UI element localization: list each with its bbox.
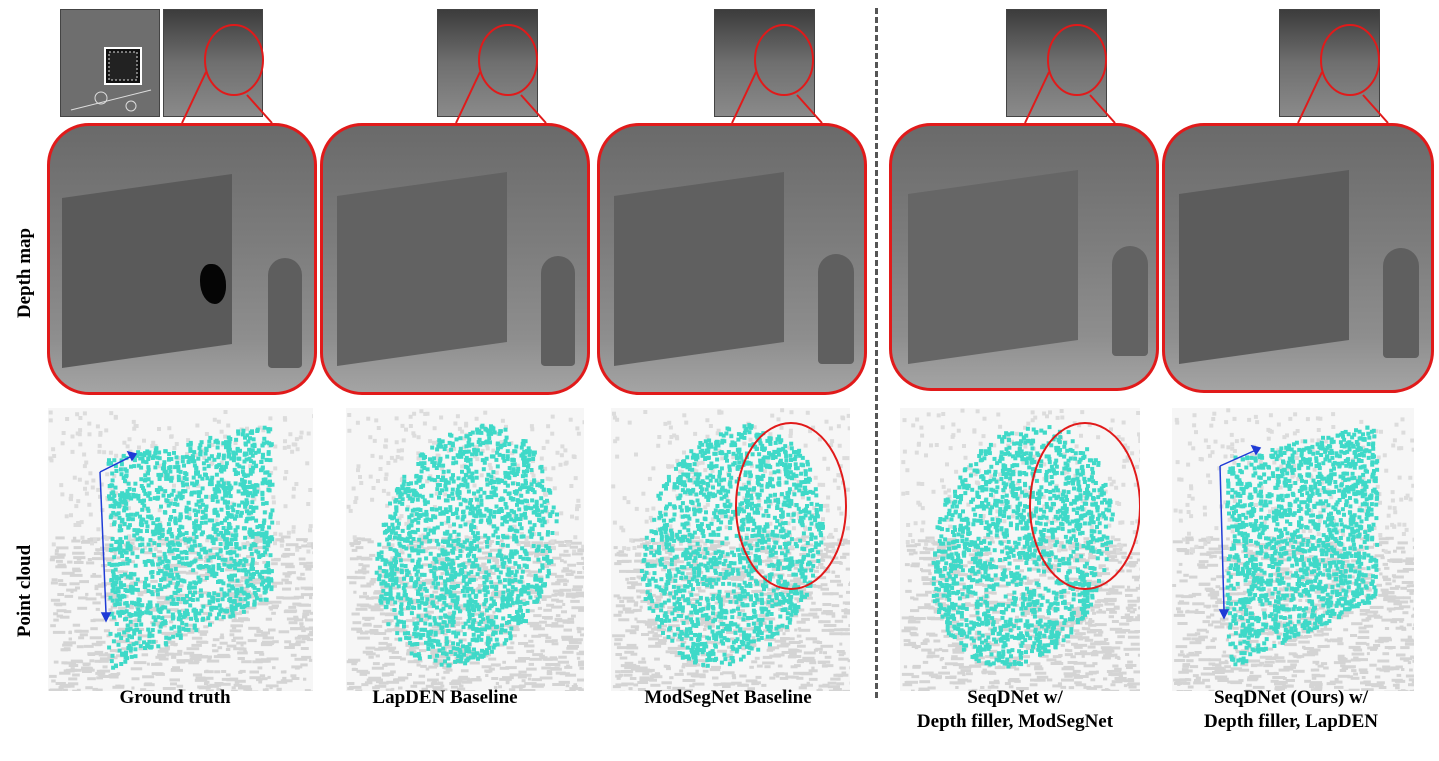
row-label-point-cloud: Point cloud (14, 544, 35, 638)
depth-zoom-lapden (320, 123, 590, 395)
axis-arrows-seqdnet-lap (1218, 444, 1262, 620)
missing-depth-region (200, 264, 226, 304)
highlight-ellipse (735, 422, 847, 590)
axis-arrows-gt (99, 450, 138, 623)
depth-zoom-gt (47, 123, 317, 395)
point-cloud-modsegnet (611, 408, 850, 691)
depth-zoom-seqdnet-lap (1162, 123, 1434, 393)
caption-lapden-baseline: LapDEN Baseline (372, 687, 518, 708)
thumbnail-depth-modsegnet (714, 9, 815, 117)
depth-zoom-modsegnet (597, 123, 867, 395)
section-divider (875, 8, 878, 698)
caption-ground-truth: Ground truth (119, 687, 231, 708)
thumbnail-depth-gt (163, 9, 263, 117)
caption-seqdnet-modsegnet: SeqDNet w/ Depth filler, ModSegNet (916, 687, 1114, 732)
point-cloud-gt (48, 408, 313, 691)
point-cloud-lapden (346, 408, 584, 691)
depth-zoom-seqdnet-mod (889, 123, 1159, 391)
thumbnail-rgb-edges (60, 9, 160, 117)
caption-modsegnet-baseline: ModSegNet Baseline (644, 687, 812, 708)
point-cloud-seqdnet-lap (1172, 408, 1414, 691)
caption-seqdnet-lapden: SeqDNet (Ours) w/ Depth filler, LapDEN (1203, 687, 1378, 732)
point-cloud-seqdnet-mod (900, 408, 1140, 691)
zoom-connectors (181, 24, 1389, 124)
highlight-ellipse (1029, 422, 1140, 590)
